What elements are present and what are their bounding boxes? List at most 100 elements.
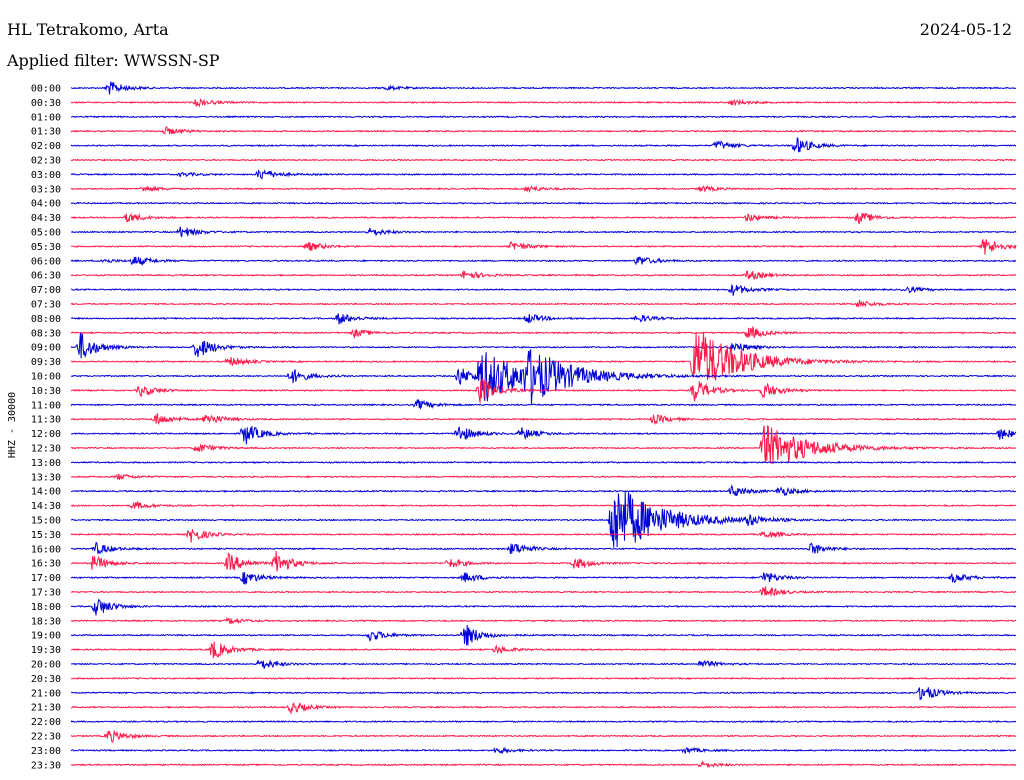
time-tick-label: 16:00 — [31, 544, 61, 555]
seismic-trace — [70, 426, 1017, 445]
time-tick-label: 10:00 — [31, 372, 61, 383]
time-tick-label: 08:00 — [31, 314, 61, 325]
time-tick-label: 01:00 — [31, 112, 61, 123]
time-tick-label: 20:30 — [31, 674, 61, 685]
seismic-trace — [71, 424, 1017, 465]
time-tick-label: 03:30 — [31, 184, 61, 195]
seismic-trace — [70, 624, 1017, 646]
seismic-trace — [70, 571, 1017, 585]
seismic-trace — [70, 313, 1016, 325]
time-tick-label: 22:30 — [31, 732, 61, 743]
time-tick-label: 18:30 — [31, 616, 61, 627]
seismic-trace — [70, 81, 1016, 95]
seismic-trace — [70, 542, 1017, 555]
seismic-trace — [70, 333, 1017, 381]
seismic-trace — [70, 212, 1017, 224]
time-tick-label: 19:30 — [31, 645, 61, 656]
seismic-trace — [70, 201, 1017, 205]
time-tick-label: 17:30 — [31, 588, 61, 599]
seismic-trace — [70, 226, 1017, 238]
time-tick-label: 12:00 — [31, 429, 61, 440]
time-tick-label: 15:30 — [31, 530, 61, 541]
time-tick-label: 18:00 — [31, 602, 61, 613]
seismic-trace — [70, 137, 1017, 153]
time-tick-label: 05:00 — [31, 228, 61, 239]
time-tick-label: 09:30 — [31, 357, 61, 368]
time-tick-label: 11:30 — [31, 415, 61, 426]
seismic-trace — [70, 730, 1016, 743]
time-tick-label: 08:30 — [31, 328, 61, 339]
time-tick-label: 23:30 — [31, 760, 61, 771]
seismic-trace — [70, 586, 1017, 597]
time-tick-label: 14:30 — [31, 501, 61, 512]
tick-label-group: 00:00 00:30 01:00 01:30 02:00 02:30 03:00 03:30… — [31, 84, 61, 772]
seismic-trace — [70, 158, 1017, 162]
seismic-trace — [70, 238, 1017, 255]
seismic-trace — [70, 256, 1017, 266]
seismic-trace — [70, 529, 1017, 543]
time-tick-label: 09:00 — [31, 343, 61, 354]
time-tick-label: 23:00 — [31, 746, 61, 757]
seismic-trace — [71, 115, 1017, 119]
time-tick-label: 20:00 — [31, 660, 61, 671]
seismic-trace — [70, 641, 1017, 659]
time-tick-label: 19:00 — [31, 631, 61, 642]
time-tick-label: 11:00 — [31, 400, 61, 411]
seismic-trace — [70, 746, 1016, 755]
seismic-trace — [71, 460, 1017, 464]
seismic-trace — [70, 270, 1017, 281]
time-tick-label: 10:30 — [31, 386, 61, 397]
seismic-trace — [70, 185, 1017, 194]
time-tick-label: 21:00 — [31, 688, 61, 699]
seismic-trace — [70, 98, 1017, 108]
time-tick-label: 06:30 — [31, 271, 61, 282]
time-tick-label: 22:00 — [31, 717, 61, 728]
seismic-trace — [70, 719, 1017, 724]
time-tick-label: 21:30 — [31, 703, 61, 714]
time-tick-label: 17:00 — [31, 573, 61, 584]
date-label: 2024-05-12 — [919, 20, 1012, 39]
time-tick-label: 00:00 — [31, 84, 61, 95]
time-tick-label: 14:00 — [31, 487, 61, 498]
seismic-trace — [70, 491, 1016, 548]
seismic-trace — [70, 126, 1017, 135]
trace-group — [70, 81, 1017, 769]
seismic-trace — [70, 332, 1017, 359]
time-tick-label: 01:30 — [31, 127, 61, 138]
seismic-trace — [70, 283, 1017, 296]
seismic-trace — [71, 759, 1017, 769]
filter-label: Applied filter: WWSSN-SP — [7, 51, 220, 70]
seismic-trace — [70, 484, 1017, 497]
time-tick-label: 15:00 — [31, 516, 61, 527]
seismic-trace — [70, 378, 1017, 403]
seismic-trace — [70, 413, 1017, 426]
time-tick-label: 13:00 — [31, 458, 61, 469]
seismic-trace — [70, 473, 1016, 481]
time-tick-label: 05:30 — [31, 242, 61, 253]
seismic-trace — [70, 676, 1017, 680]
seismic-trace — [70, 325, 1017, 340]
time-tick-label: 04:00 — [31, 199, 61, 210]
time-tick-label: 00:30 — [31, 98, 61, 109]
channel-label: HHZ - 30000 — [7, 392, 18, 458]
time-tick-label: 04:30 — [31, 213, 61, 224]
seismic-trace — [71, 550, 1017, 572]
time-tick-label: 06:00 — [31, 256, 61, 267]
station-title: HL Tetrakomo, Arta — [7, 20, 169, 39]
seismic-trace — [70, 702, 1017, 715]
seismic-trace — [70, 500, 1017, 509]
time-tick-label: 03:00 — [31, 170, 61, 181]
time-tick-label: 13:30 — [31, 472, 61, 483]
time-tick-label: 16:30 — [31, 559, 61, 570]
time-tick-label: 12:30 — [31, 444, 61, 455]
seismic-trace — [70, 349, 1017, 405]
time-tick-label: 02:00 — [31, 141, 61, 152]
time-tick-label: 07:00 — [31, 285, 61, 296]
time-tick-label: 02:30 — [31, 156, 61, 167]
seismic-trace — [70, 168, 1017, 180]
seismic-trace — [70, 299, 1017, 308]
seismic-trace — [70, 687, 1017, 700]
seismic-trace — [70, 616, 1017, 625]
seismic-trace — [70, 659, 1017, 669]
